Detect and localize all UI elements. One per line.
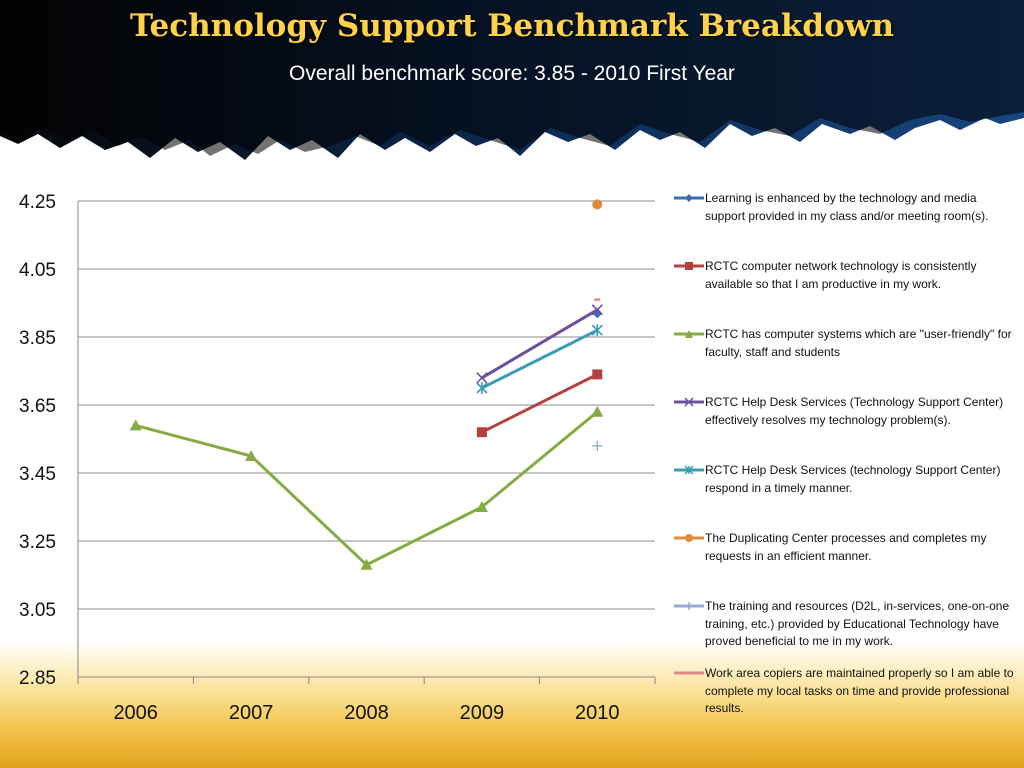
legend-swatch: [674, 194, 704, 202]
chart-legend: Learning is enhanced by the technology a…: [672, 190, 1020, 730]
legend-marker: [685, 602, 693, 610]
data-point-series-7: [592, 440, 603, 451]
data-point-series-2: [592, 369, 603, 380]
legend-swatch: [674, 534, 704, 542]
header-banner: [0, 0, 1024, 160]
legend-label: The Duplicating Center processes and com…: [705, 531, 987, 563]
legend-label: RCTC computer network technology is cons…: [705, 259, 977, 291]
legend-label: Learning is enhanced by the technology a…: [705, 191, 989, 223]
data-point-series-5: [591, 324, 603, 337]
data-point-series-5: [476, 382, 488, 394]
legend-label: RCTC Help Desk Services (Technology Supp…: [705, 395, 1004, 427]
data-point-series-3: [245, 450, 258, 461]
data-point-series-6: [592, 199, 603, 210]
data-point-series-3: [129, 419, 142, 431]
legend-swatch: [674, 671, 704, 675]
series-line-3: [135, 410, 599, 567]
y-tick-label: 2.85: [19, 668, 56, 689]
legend-swatch: [674, 465, 704, 475]
y-tick-label: 4.25: [19, 192, 56, 213]
data-point-series-4: [476, 372, 488, 384]
legend-swatch: [674, 330, 704, 338]
y-tick-label: 4.05: [19, 260, 56, 281]
series-line-5: [481, 328, 598, 390]
y-tick-label: 3.05: [19, 600, 56, 621]
legend-label: Work area copiers are maintained properl…: [705, 666, 1014, 715]
footer-gradient: [0, 640, 1024, 768]
page-title: Technology Support Benchmark Breakdown: [130, 8, 894, 44]
x-tick-label: 2008: [344, 702, 389, 724]
legend-marker: [684, 465, 694, 475]
legend-swatch: [674, 602, 704, 610]
series-line-2: [481, 373, 598, 434]
data-point-series-3: [360, 558, 373, 570]
page-subtitle: Overall benchmark score: 3.85 - 2010 Fir…: [289, 62, 735, 85]
x-tick-label: 2009: [460, 702, 505, 724]
x-tick-label: 2006: [113, 702, 158, 724]
legend-swatch: [674, 397, 704, 407]
data-point-series-3: [591, 405, 604, 417]
legend-label: The training and resources (D2L, in-serv…: [705, 599, 1010, 648]
x-tick-label: 2007: [229, 702, 274, 724]
legend-marker: [685, 534, 693, 542]
data-point-series-2: [476, 427, 487, 438]
data-point-series-3: [475, 501, 488, 512]
legend-swatch: [674, 262, 704, 270]
legend-marker: [685, 194, 693, 202]
y-tick-label: 3.45: [19, 464, 56, 485]
y-tick-label: 3.85: [19, 328, 56, 349]
y-tick-label: 3.25: [19, 532, 56, 553]
series-line-4: [481, 308, 599, 380]
y-tick-label: 3.65: [19, 396, 56, 417]
legend-marker: [684, 397, 694, 407]
x-tick-label: 2010: [575, 702, 620, 724]
legend-label: RCTC Help Desk Services (technology Supp…: [705, 463, 1001, 495]
data-point-series-4: [591, 304, 603, 316]
legend-label: RCTC has computer systems which are "use…: [705, 327, 1012, 359]
legend-marker: [685, 262, 693, 270]
legend-marker: [685, 330, 693, 338]
